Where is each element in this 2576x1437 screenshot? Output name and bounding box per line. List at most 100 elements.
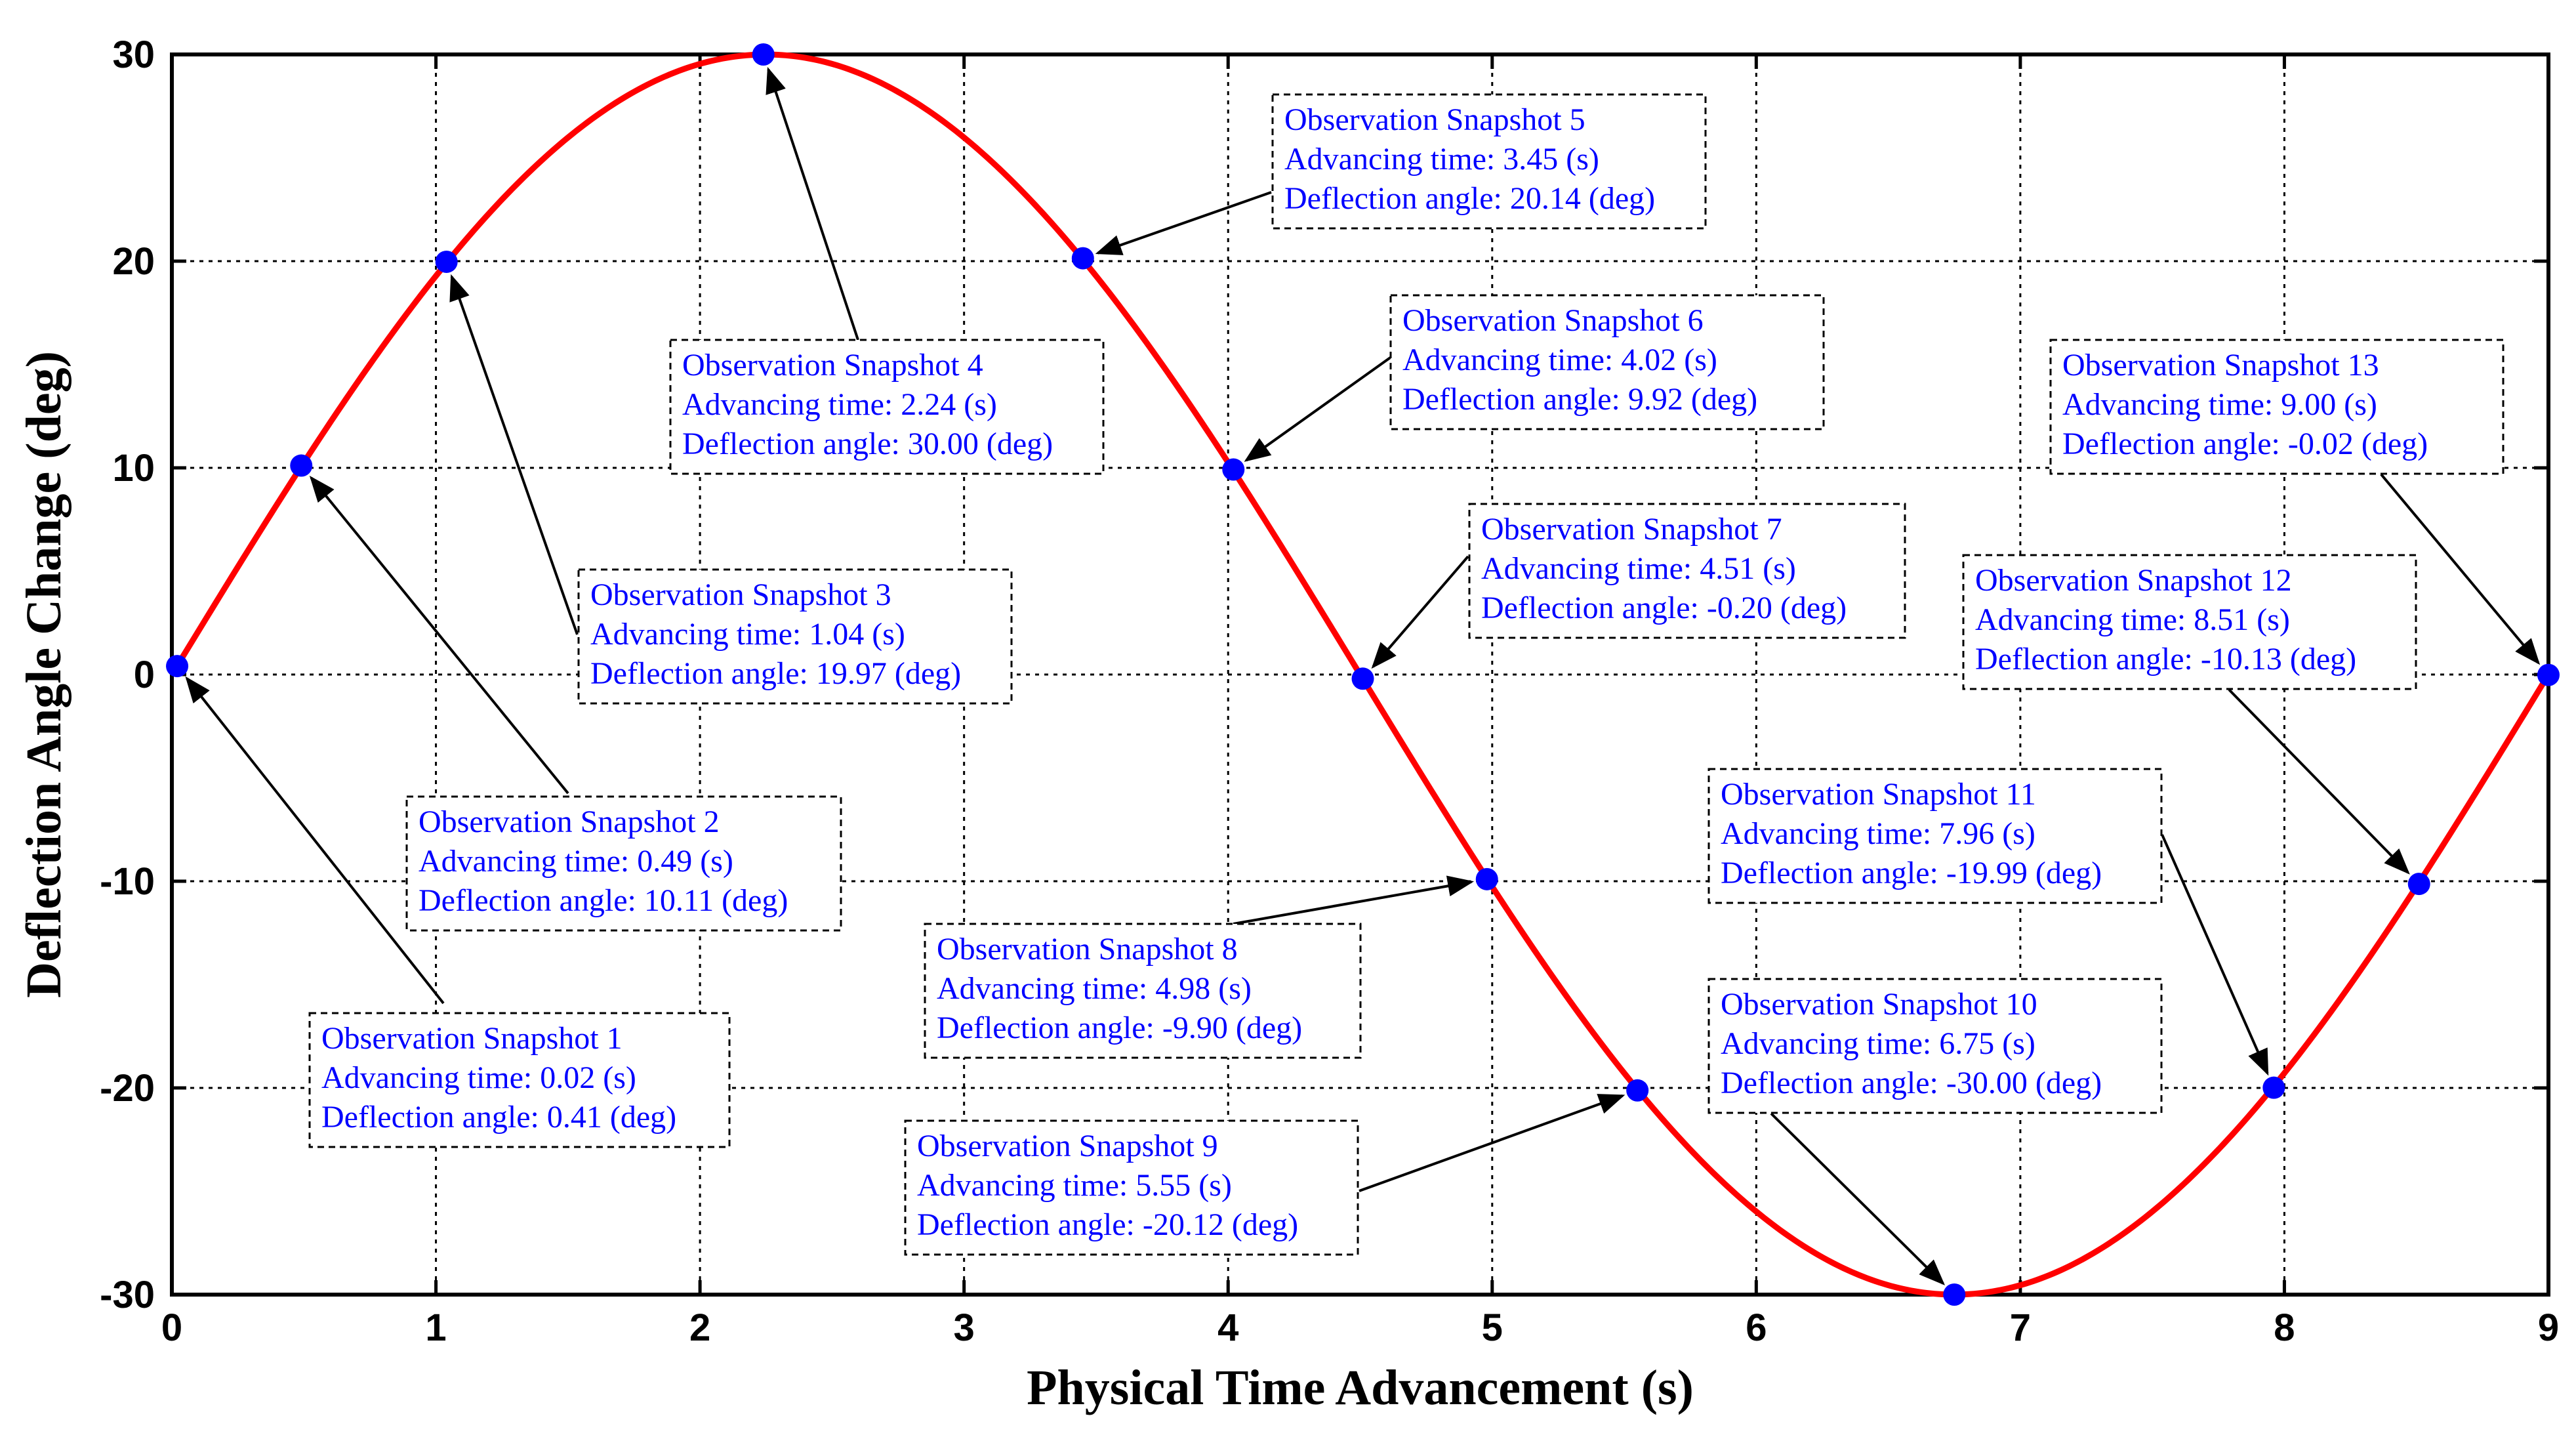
annotation-title: Observation Snapshot 10 xyxy=(1721,987,2037,1022)
annotation-angle: Deflection angle: -19.99 (deg) xyxy=(1721,856,2102,890)
x-tick-label: 6 xyxy=(1746,1306,1767,1349)
annotation-angle: Deflection angle: 10.11 (deg) xyxy=(419,883,788,918)
annotation-title: Observation Snapshot 8 xyxy=(937,932,1238,967)
data-point-4 xyxy=(752,43,775,66)
annotation-title: Observation Snapshot 9 xyxy=(917,1129,1218,1163)
annotation-4: Observation Snapshot 4 Advancing time: 2.… xyxy=(669,339,1105,475)
annotation-arrow-9 xyxy=(1359,1094,1625,1192)
annotation-title: Observation Snapshot 13 xyxy=(2062,348,2379,383)
annotation-arrow-12 xyxy=(2228,688,2410,875)
annotation-box xyxy=(1389,294,1825,430)
annotation-arrow-4 xyxy=(766,67,859,341)
data-point-3 xyxy=(435,250,458,273)
y-tick-label: 10 xyxy=(112,447,155,489)
annotation-arrows xyxy=(185,67,2541,1285)
y-tick-label: 0 xyxy=(134,654,155,696)
data-markers xyxy=(166,43,2560,1306)
data-point-8 xyxy=(1475,867,1498,890)
annotation-8: Observation Snapshot 8 Advancing time: 4.… xyxy=(924,923,1362,1059)
annotation-angle: Deflection angle: 19.97 (deg) xyxy=(590,656,961,691)
annotation-time: Advancing time: 1.04 (s) xyxy=(590,617,905,652)
annotation-title: Observation Snapshot 4 xyxy=(682,348,983,383)
annotation-angle: Deflection angle: -10.13 (deg) xyxy=(1975,642,2356,677)
annotations: Observation Snapshot 1 Advancing time: 0.… xyxy=(308,93,2504,1256)
annotation-box xyxy=(1468,503,1906,639)
annotation-box xyxy=(2049,339,2504,475)
annotation-angle: Deflection angle: -30.00 (deg) xyxy=(1721,1066,2102,1100)
annotation-box xyxy=(669,339,1105,475)
annotation-10: Observation Snapshot 10 Advancing time: 6… xyxy=(1707,978,2163,1114)
annotation-time: Advancing time: 2.24 (s) xyxy=(682,387,997,422)
annotation-title: Observation Snapshot 2 xyxy=(419,804,720,839)
annotation-9: Observation Snapshot 9 Advancing time: 5.… xyxy=(904,1119,1359,1256)
annotation-title: Observation Snapshot 6 xyxy=(1402,303,1704,338)
x-tick-label: 8 xyxy=(2274,1306,2295,1349)
y-tick-label: -30 xyxy=(100,1274,155,1316)
y-tick-label: 30 xyxy=(112,33,155,76)
annotation-title: Observation Snapshot 11 xyxy=(1721,777,2036,812)
annotation-angle: Deflection angle: -9.90 (deg) xyxy=(937,1010,1302,1045)
annotation-title: Observation Snapshot 5 xyxy=(1284,102,1585,137)
annotation-time: Advancing time: 5.55 (s) xyxy=(917,1168,1232,1203)
annotation-1: Observation Snapshot 1 Advancing time: 0.… xyxy=(308,1012,731,1148)
annotation-12: Observation Snapshot 12 Advancing time: 8… xyxy=(1962,554,2417,690)
annotation-time: Advancing time: 4.98 (s) xyxy=(937,971,1252,1006)
annotation-arrow-6 xyxy=(1244,354,1395,462)
annotation-time: Advancing time: 4.02 (s) xyxy=(1402,343,1717,377)
annotation-time: Advancing time: 0.02 (s) xyxy=(321,1060,636,1095)
x-tick-label: 2 xyxy=(689,1306,710,1349)
data-point-13 xyxy=(2537,663,2560,686)
x-tick-label: 1 xyxy=(425,1306,446,1349)
x-tick-label: 9 xyxy=(2538,1306,2559,1349)
x-tick-label: 3 xyxy=(954,1306,975,1349)
annotation-arrow-5 xyxy=(1095,191,1272,255)
annotation-box xyxy=(1707,978,2163,1114)
annotation-2: Observation Snapshot 2 Advancing time: 0.… xyxy=(405,795,842,932)
annotation-angle: Deflection angle: -0.20 (deg) xyxy=(1481,591,1847,625)
annotation-box xyxy=(1271,93,1707,230)
data-point-9 xyxy=(1626,1079,1649,1102)
x-tick-label: 0 xyxy=(161,1306,182,1349)
annotation-angle: Deflection angle: 20.14 (deg) xyxy=(1284,181,1655,216)
data-point-11 xyxy=(2262,1076,2285,1099)
annotation-angle: Deflection angle: -20.12 (deg) xyxy=(917,1207,1298,1242)
annotation-time: Advancing time: 4.51 (s) xyxy=(1481,551,1796,586)
annotation-time: Advancing time: 7.96 (s) xyxy=(1721,816,2035,851)
x-tick-label: 4 xyxy=(1217,1306,1238,1349)
annotation-angle: Deflection angle: -0.02 (deg) xyxy=(2062,427,2428,461)
annotation-3: Observation Snapshot 3 Advancing time: 1.… xyxy=(577,568,1013,705)
annotation-title: Observation Snapshot 7 xyxy=(1481,512,1782,547)
annotation-angle: Deflection angle: 30.00 (deg) xyxy=(682,427,1053,461)
annotation-arrow-7 xyxy=(1371,555,1469,669)
annotation-13: Observation Snapshot 13 Advancing time: 9… xyxy=(2049,339,2504,475)
data-point-12 xyxy=(2407,873,2430,896)
axes: 0 1 2 3 4 5 6 7 8 9 30 20 10 0 -10 -20 -30 xyxy=(100,33,2559,1349)
annotation-arrow-13 xyxy=(2380,473,2541,665)
annotation-arrow-3 xyxy=(449,274,579,635)
annotation-box xyxy=(1707,768,2163,904)
annotation-11: Observation Snapshot 11 Advancing time: 7… xyxy=(1707,768,2163,904)
data-point-7 xyxy=(1351,667,1374,690)
annotation-5: Observation Snapshot 5 Advancing time: 3.… xyxy=(1271,93,1707,230)
annotation-time: Advancing time: 8.51 (s) xyxy=(1975,602,2290,637)
x-axis-title: Physical Time Advancement (s) xyxy=(1027,1360,1694,1415)
data-point-1 xyxy=(166,655,189,678)
annotation-arrow-8 xyxy=(1233,875,1475,925)
data-point-6 xyxy=(1222,458,1245,481)
y-tick-label: -20 xyxy=(100,1067,155,1110)
annotation-time: Advancing time: 9.00 (s) xyxy=(2062,387,2377,422)
annotation-arrow-2 xyxy=(309,475,569,795)
annotation-title: Observation Snapshot 3 xyxy=(590,577,891,612)
annotation-box xyxy=(904,1119,1359,1256)
data-point-10 xyxy=(1943,1283,1966,1306)
annotation-arrow-11 xyxy=(2161,834,2269,1076)
annotation-box xyxy=(1962,554,2417,690)
annotation-angle: Deflection angle: 9.92 (deg) xyxy=(1402,382,1757,417)
x-tick-label: 7 xyxy=(2010,1306,2031,1349)
annotation-7: Observation Snapshot 7 Advancing time: 4.… xyxy=(1468,503,1906,639)
y-tick-label: -10 xyxy=(100,860,155,903)
annotation-box xyxy=(924,923,1362,1059)
annotation-box xyxy=(308,1012,731,1148)
annotation-angle: Deflection angle: 0.41 (deg) xyxy=(321,1100,676,1135)
